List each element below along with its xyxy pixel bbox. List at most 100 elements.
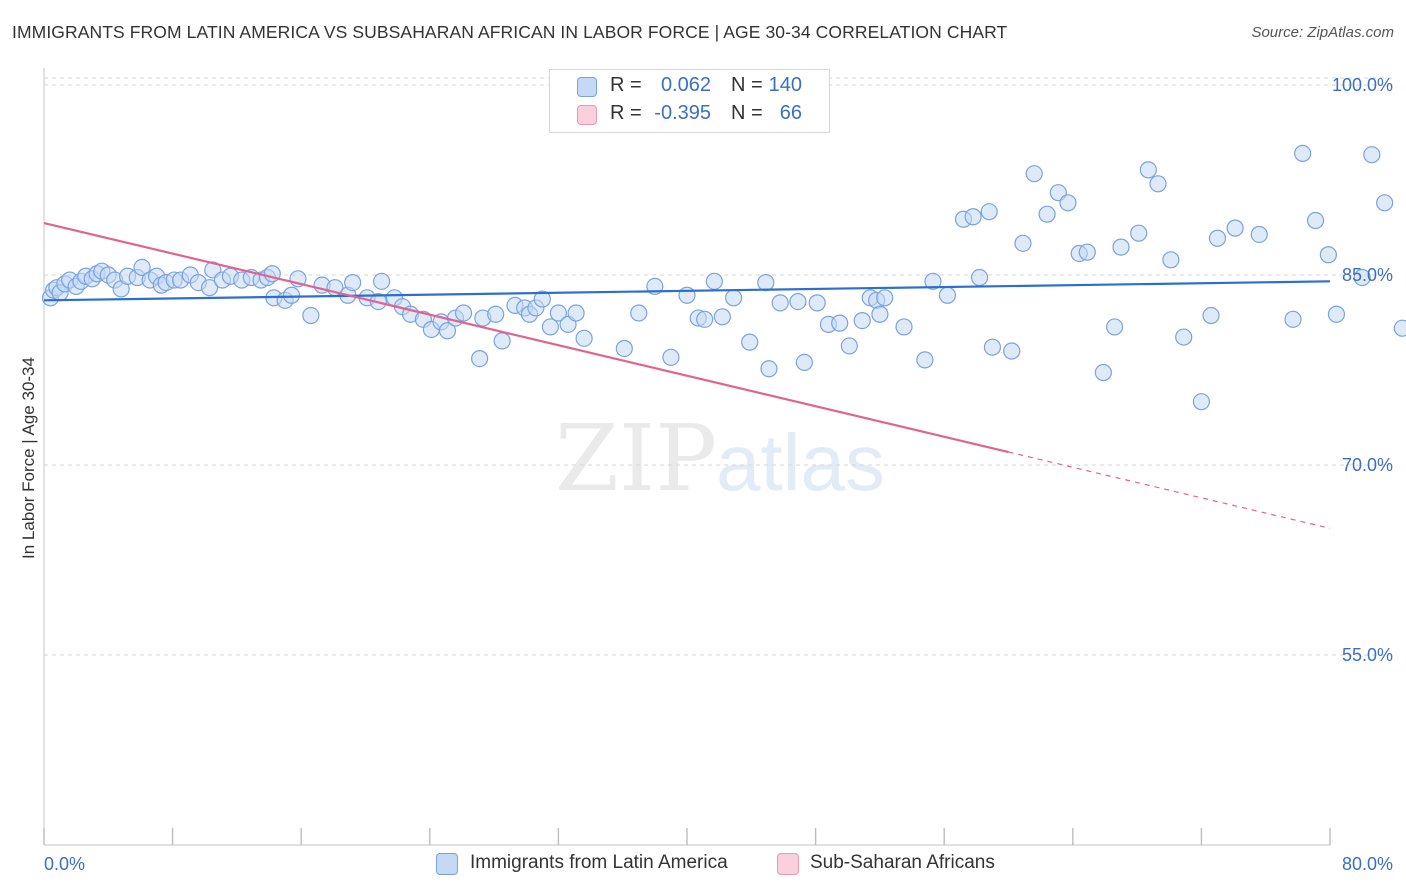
legend-label-subsaharan: Sub-Saharan Africans (810, 852, 995, 873)
point-latin-america (454, 304, 473, 322)
point-latin-america (1393, 319, 1406, 337)
point-latin-america (808, 294, 826, 312)
point-latin-america (741, 333, 759, 351)
point-latin-america (760, 360, 778, 378)
point-latin-america (895, 318, 913, 336)
point-latin-america (831, 314, 849, 332)
point-latin-america (344, 274, 362, 292)
legend-swatch-pink (777, 853, 799, 875)
point-latin-america (302, 306, 320, 325)
r-label: R = (610, 74, 642, 96)
point-latin-america (789, 293, 807, 311)
point-latin-america (615, 339, 633, 358)
watermark-atlas: atlas (716, 418, 885, 507)
n-value: 140 (768, 74, 802, 96)
blue-swatch (577, 77, 597, 97)
point-latin-america (662, 348, 680, 366)
point-latin-america (980, 203, 998, 221)
point-latin-america (1250, 225, 1268, 244)
point-latin-america (533, 290, 551, 308)
point-latin-america (282, 286, 301, 304)
point-latin-america (938, 286, 957, 304)
watermark-zip: ZIP (555, 405, 717, 512)
tick-labels: 100.0% 85.0% 70.0% 55.0% 0.0% 80.0% (44, 75, 1393, 874)
point-latin-america (1003, 342, 1021, 360)
trend-line-latin-america (43, 280, 1331, 302)
point-latin-america (725, 289, 743, 307)
point-latin-america (549, 304, 568, 322)
point-latin-america (372, 272, 391, 290)
y-tick-label: 100.0% (1332, 75, 1393, 95)
point-latin-america (487, 305, 505, 323)
point-latin-america (1059, 194, 1077, 212)
point-latin-america (853, 312, 871, 330)
point-latin-america (1175, 328, 1193, 346)
point-latin-america (983, 338, 1002, 356)
legend-label-latin-america: Immigrants from Latin America (470, 852, 728, 873)
grid-lines (44, 77, 1395, 656)
point-latin-america (1139, 161, 1157, 179)
x-tick-label: 80.0% (1342, 854, 1393, 874)
stats-row-blue: R = 0.062 N = 140 (550, 72, 829, 100)
point-latin-america (1162, 251, 1180, 269)
point-latin-america (1014, 234, 1032, 252)
point-latin-america (705, 272, 723, 290)
trend-line-subsaharan (43, 221, 1009, 454)
n-label: N = (731, 102, 763, 124)
point-latin-america (200, 279, 219, 297)
point-latin-america (876, 289, 894, 307)
point-latin-america (1112, 238, 1130, 256)
point-latin-america (871, 305, 889, 323)
point-latin-america (1149, 175, 1167, 193)
y-tick-label: 85.0% (1342, 265, 1393, 285)
point-latin-america (1202, 306, 1220, 325)
source-label: Source: ZipAtlas.com (1251, 24, 1394, 41)
point-latin-america (1208, 229, 1227, 247)
trend-lines (43, 221, 1331, 529)
point-latin-america (964, 208, 982, 226)
point-latin-america (567, 304, 585, 322)
point-latin-america (438, 322, 457, 340)
stats-legend: R = 0.062 N = 140 R = -0.395 N = 66 (549, 69, 830, 133)
y-axis-label: In Labor Force | Age 30-34 (19, 357, 38, 559)
point-latin-america (1376, 194, 1394, 212)
point-latin-america (1306, 211, 1325, 230)
point-latin-america (133, 258, 151, 276)
x-tick-label: 0.0% (44, 854, 85, 874)
n-value: 66 (779, 102, 802, 124)
axes (43, 68, 1331, 846)
point-latin-america (1319, 246, 1337, 264)
data-points (41, 144, 1406, 411)
point-latin-america (493, 332, 511, 350)
point-latin-america (1078, 243, 1096, 261)
point-latin-america (1363, 146, 1381, 164)
point-latin-america (575, 329, 593, 347)
r-label: R = (610, 102, 642, 124)
point-latin-america (471, 350, 489, 368)
chart-legend: Immigrants from Latin America Sub-Sahara… (0, 848, 1406, 880)
y-tick-label: 55.0% (1342, 645, 1393, 665)
pink-swatch (577, 105, 597, 125)
r-value: 0.062 (660, 74, 711, 96)
r-value: -0.395 (654, 102, 711, 124)
trend-line-subsaharan-dashed (1008, 451, 1331, 529)
legend-swatch-blue (436, 853, 458, 875)
point-latin-america (1284, 310, 1302, 328)
point-latin-america (1192, 393, 1211, 411)
point-latin-america (924, 272, 942, 290)
point-latin-america (1025, 165, 1043, 183)
point-latin-america (771, 294, 789, 312)
point-latin-america (970, 268, 989, 287)
stats-row-pink: R = -0.395 N = 66 (550, 100, 829, 128)
point-latin-america (1327, 305, 1346, 323)
point-latin-america (541, 318, 559, 336)
n-label: N = (731, 74, 763, 96)
point-latin-america (1353, 268, 1371, 287)
y-tick-label: 70.0% (1342, 455, 1393, 475)
point-latin-america (1130, 224, 1148, 242)
point-latin-america (1226, 219, 1244, 237)
point-latin-america (1094, 363, 1112, 382)
point-latin-america (1294, 144, 1312, 162)
point-latin-america (840, 337, 858, 355)
